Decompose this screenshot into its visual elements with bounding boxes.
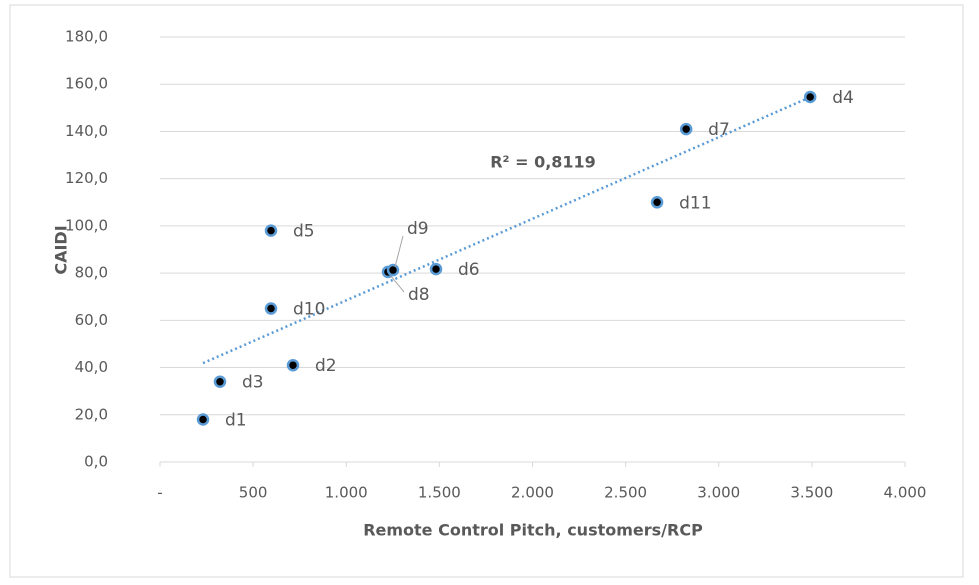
point-label: d3: [242, 373, 264, 393]
label-leader: [389, 274, 405, 293]
point: [429, 262, 443, 276]
y-axis-title: CAIDI: [52, 225, 71, 274]
point: [803, 90, 817, 104]
trendline: [202, 95, 811, 365]
point-label: d5: [293, 222, 315, 242]
x-tick-label: 1.500: [418, 484, 461, 502]
label-leader: [394, 235, 404, 268]
point: [386, 263, 400, 277]
r-squared-label: R² = 0,8119: [490, 153, 596, 172]
y-tick-label: 60,0: [75, 311, 108, 329]
y-tick-label: 120,0: [65, 169, 108, 187]
y-tick-label: 20,0: [75, 405, 108, 423]
point-label: d1: [225, 411, 247, 431]
y-tick-label: 160,0: [65, 75, 108, 93]
point-label: d9: [407, 219, 429, 239]
x-tick-label: -: [157, 484, 162, 502]
point-label: d7: [708, 120, 730, 140]
point: [264, 224, 278, 237]
x-tick-label: 1.000: [325, 484, 368, 502]
x-tick-label: 2.000: [511, 484, 554, 502]
y-tick-label: 0,0: [84, 453, 108, 471]
point-label: d11: [679, 193, 711, 213]
x-axis-title: Remote Control Pitch, customers/RCP: [363, 521, 703, 540]
point: [213, 375, 227, 388]
y-tick-label: 40,0: [75, 358, 108, 376]
y-tick-label: 80,0: [75, 264, 108, 282]
x-tick-label: 2.500: [604, 484, 647, 502]
point-label: d8: [408, 285, 430, 305]
point-label: d2: [315, 356, 337, 376]
x-tick-label: 3.000: [697, 484, 740, 502]
point: [196, 413, 210, 426]
point: [286, 358, 300, 372]
y-tick-label: 180,0: [65, 28, 108, 46]
point: [650, 196, 664, 209]
x-tick-label: 500: [239, 484, 268, 502]
point: [264, 302, 278, 315]
point: [679, 122, 693, 136]
point-label: d4: [832, 88, 854, 108]
y-tick-label: 100,0: [65, 216, 108, 234]
x-tick-label: 4.000: [884, 484, 927, 502]
x-tick-label: 3.500: [790, 484, 833, 502]
point-label: d6: [458, 260, 480, 280]
y-tick-label: 140,0: [65, 122, 108, 140]
point-label: d10: [293, 300, 325, 320]
